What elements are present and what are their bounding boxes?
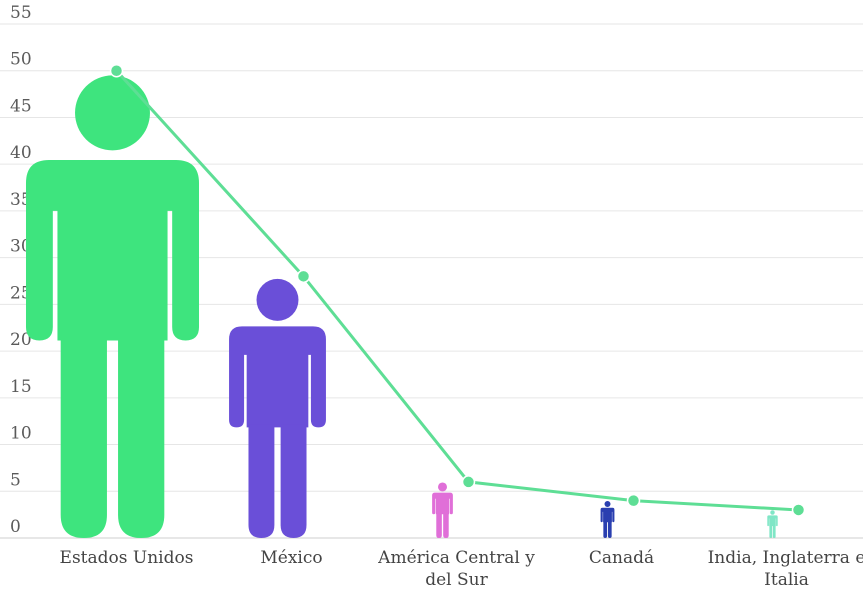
figure-right-leg bbox=[118, 335, 165, 538]
trend-point bbox=[109, 63, 124, 78]
figure-left-leg bbox=[769, 525, 773, 538]
figure-body bbox=[600, 507, 615, 523]
figure-body bbox=[767, 515, 778, 527]
x-axis-labels: Estados Unidos México América Central y del… bbox=[60, 548, 863, 590]
trend-point bbox=[461, 475, 476, 489]
x-category-label: Estados Unidos bbox=[60, 548, 194, 568]
figure-body bbox=[432, 492, 453, 515]
trend-point bbox=[296, 269, 311, 284]
y-tick-label: 50 bbox=[10, 50, 32, 70]
figure-left-leg bbox=[603, 521, 608, 538]
y-tick-label: 20 bbox=[10, 330, 32, 350]
figure-left-leg bbox=[60, 335, 107, 538]
person-figure bbox=[767, 510, 778, 538]
y-tick-label: 5 bbox=[10, 470, 21, 490]
y-tick-label: 10 bbox=[10, 424, 32, 444]
trend-line-layer bbox=[109, 63, 806, 517]
figure-head bbox=[770, 510, 775, 515]
person-figures bbox=[25, 75, 778, 538]
figure-left-leg bbox=[436, 513, 442, 538]
y-tick-label: 15 bbox=[10, 377, 32, 397]
x-category-label: México bbox=[260, 548, 322, 568]
figure-body bbox=[25, 160, 200, 341]
person-figure bbox=[432, 482, 453, 538]
figure-body bbox=[229, 326, 326, 428]
figure-head bbox=[75, 75, 150, 151]
figure-head bbox=[604, 500, 611, 507]
figure-left-leg bbox=[248, 424, 275, 538]
x-category-label: Canadá bbox=[589, 548, 654, 568]
person-figure bbox=[229, 278, 326, 538]
person-figure bbox=[600, 500, 615, 538]
trend-point bbox=[791, 503, 806, 517]
x-category-label: América Central y del Sur bbox=[377, 548, 535, 590]
figure-right-leg bbox=[443, 513, 449, 538]
figure-right-leg bbox=[280, 424, 307, 538]
y-tick-label: 40 bbox=[10, 143, 32, 163]
figure-head bbox=[438, 482, 447, 492]
person-figure bbox=[25, 75, 200, 538]
y-tick-label: 45 bbox=[10, 96, 32, 116]
trend-point bbox=[626, 493, 641, 508]
y-tick-label: 0 bbox=[10, 517, 21, 537]
figure-head bbox=[256, 278, 299, 321]
figure-right-leg bbox=[772, 525, 776, 538]
x-category-label: India, Inglaterra e Italia bbox=[708, 548, 863, 590]
figure-right-leg bbox=[607, 521, 612, 538]
y-tick-label: 55 bbox=[10, 3, 32, 23]
